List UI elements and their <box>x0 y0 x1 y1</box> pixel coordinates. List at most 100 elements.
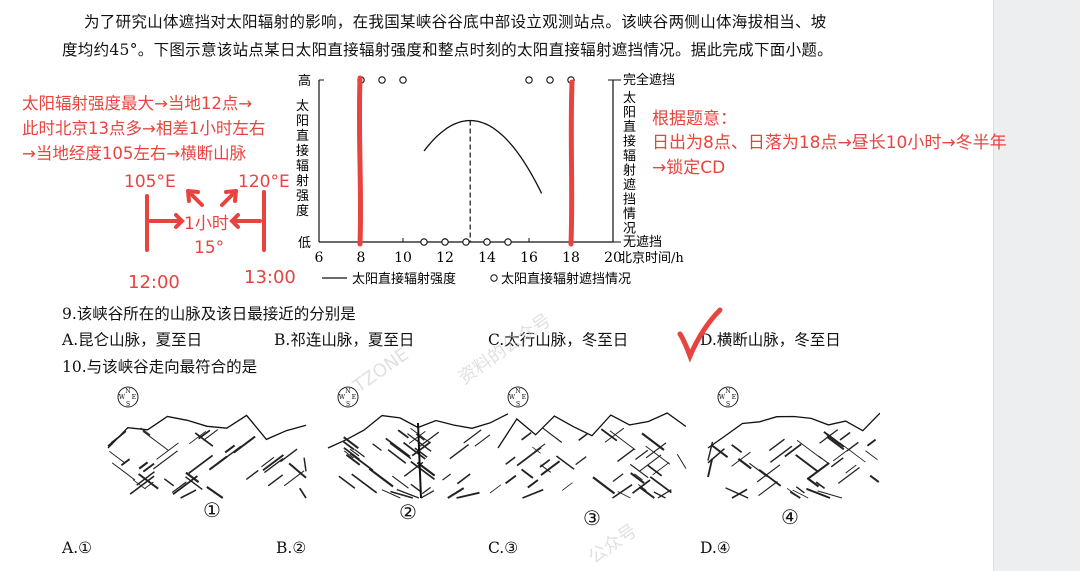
mountain-stroke <box>180 489 197 499</box>
mountain-stroke <box>172 475 198 496</box>
mountain-stroke <box>645 442 667 459</box>
mountain-stroke <box>826 435 845 451</box>
mountain-stroke <box>414 447 428 458</box>
mountain-stroke <box>111 462 136 481</box>
x-unit-label: 北京时间/h <box>619 251 684 266</box>
mountain-stroke <box>456 491 480 499</box>
right-axis-label-char: 挡 <box>623 193 636 208</box>
note-right-line-3: →锁定CD <box>652 158 726 178</box>
mountain-stroke <box>731 444 743 454</box>
mountain-stroke <box>555 455 575 470</box>
mountain-stroke <box>397 429 409 439</box>
mountain-stroke <box>129 475 155 495</box>
mountain-stroke <box>768 438 785 452</box>
x-tick-label-4: 14 <box>478 250 496 266</box>
compass-n: N <box>725 388 730 395</box>
mountain-stroke <box>233 435 256 454</box>
left-axis-top: 高 <box>298 73 311 89</box>
mountain-stroke <box>505 474 517 485</box>
q10-option-a[interactable]: A.① <box>62 539 93 557</box>
x-tick-label-3: 12 <box>436 250 454 266</box>
valley-line <box>417 422 422 499</box>
mountain-stroke <box>263 458 284 474</box>
q9-option-a[interactable]: A.昆仑山脉，夏至日 <box>62 331 203 349</box>
mountain-stroke <box>408 430 426 444</box>
q10-option-c[interactable]: C.③ <box>488 539 519 557</box>
mountain-stroke <box>578 433 588 442</box>
mountain-stroke <box>758 481 778 497</box>
q9-option-b[interactable]: B.祁连山脉，夏至日 <box>274 331 415 349</box>
mountain-stroke <box>390 490 414 499</box>
mountain-stroke <box>521 431 532 441</box>
x-tick-label-7: 20 <box>604 250 622 266</box>
mountain-stroke <box>617 448 635 462</box>
mountain-stroke <box>647 464 663 477</box>
figure-label-4: ④ <box>781 505 799 529</box>
note-left-line-3: →当地经度105左右→横断山脉 <box>22 144 247 163</box>
mountain-stroke <box>561 482 573 491</box>
mountain-stroke <box>749 462 768 477</box>
mountain-stroke <box>539 458 551 468</box>
mountain-stroke <box>806 462 830 480</box>
mountain-stroke <box>795 454 818 472</box>
compass-s: S <box>516 401 520 408</box>
mountain-stroke <box>142 430 169 451</box>
mountain-stroke <box>731 451 751 467</box>
mountain-stroke <box>262 454 284 472</box>
mountain-stroke <box>635 449 649 460</box>
mountain-stroke <box>396 488 420 499</box>
blocked-point-2 <box>399 76 407 84</box>
note-lon-120: 120°E <box>238 172 290 192</box>
mountain-stroke <box>411 441 432 457</box>
mountain-stroke <box>351 473 378 494</box>
unblocked-point-2 <box>462 238 470 246</box>
note-15-deg: 15° <box>194 238 225 258</box>
left-axis-label-char: 接 <box>296 143 309 159</box>
q10-option-d[interactable]: D.④ <box>700 539 731 557</box>
mountain-stroke <box>188 431 207 445</box>
mountain-stroke <box>109 451 126 464</box>
figure-label-2: ② <box>399 500 417 524</box>
mountain-stroke <box>132 479 146 490</box>
unblocked-point-3 <box>483 238 491 246</box>
mountain-stroke <box>206 486 224 499</box>
mountain-stroke <box>845 464 857 474</box>
mountain-stroke <box>185 476 203 490</box>
mountain-stroke <box>707 448 726 464</box>
compass-n: N <box>345 388 350 395</box>
mountain-stroke <box>645 445 671 465</box>
mountain-stroke <box>505 456 516 465</box>
right-axis-bottom: 无遮挡 <box>623 234 662 250</box>
blocked-point-4 <box>546 76 554 84</box>
mountain-stroke <box>617 491 631 499</box>
left-axis-label-char: 直 <box>296 129 309 144</box>
mountain-stroke <box>609 430 636 451</box>
q9-option-c[interactable]: C.太行山脉，冬至日 <box>488 331 629 349</box>
compass-icon-1 <box>117 386 139 408</box>
left-axis-label-char: 射 <box>296 173 309 189</box>
right-axis-label-char: 直 <box>623 120 636 135</box>
mountain-stroke <box>837 466 860 484</box>
check-mark-icon <box>677 307 723 362</box>
mountain-stroke <box>138 461 149 470</box>
mountain-stroke <box>592 476 616 495</box>
mountain-stroke <box>575 456 587 466</box>
mountain-stroke <box>795 486 805 494</box>
mountain-stroke <box>737 458 752 470</box>
mountain-stroke <box>208 455 228 471</box>
mountain-stroke <box>354 448 365 458</box>
compass-s: S <box>346 401 350 408</box>
mountain-stroke <box>796 439 822 459</box>
mountain-stroke <box>839 442 866 463</box>
mountain-stroke <box>338 475 356 489</box>
mountain-stroke <box>203 429 219 441</box>
mountain-stroke <box>634 473 643 481</box>
q10-option-b[interactable]: B.② <box>276 539 307 557</box>
x-tick-label-0: 6 <box>315 250 324 266</box>
left-axis-label-char: 辐 <box>296 159 309 174</box>
mountain-stroke <box>865 450 878 461</box>
q9-option-d[interactable]: D.横断山脉，冬至日 <box>700 331 841 349</box>
mountain-stroke <box>410 460 436 480</box>
mountain-stroke <box>866 438 877 447</box>
mountain-stroke <box>410 427 430 443</box>
